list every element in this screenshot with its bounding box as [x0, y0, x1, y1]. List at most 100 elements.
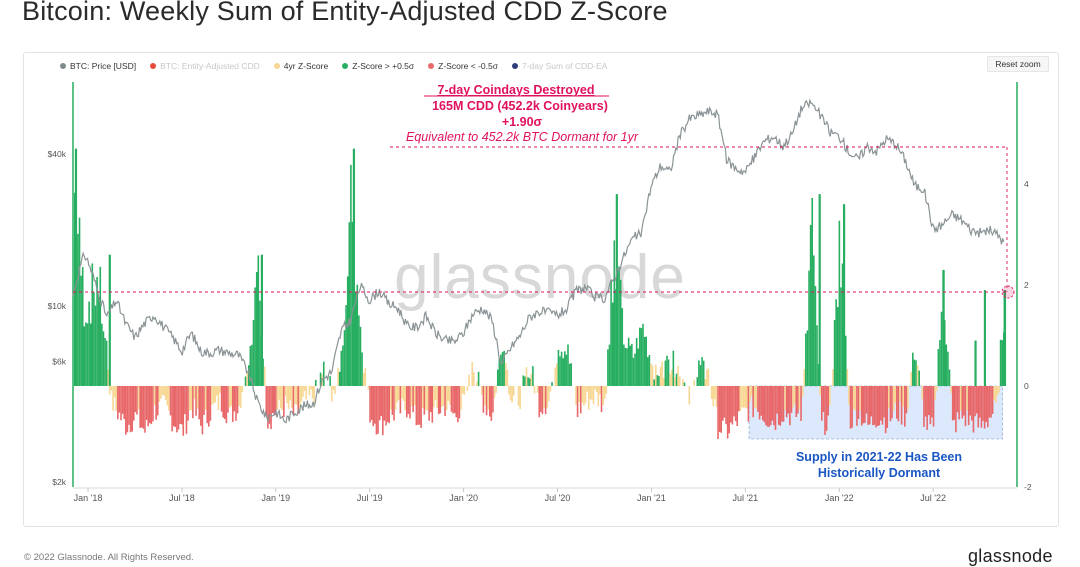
zscore-bar	[833, 320, 836, 386]
legend-item-5[interactable]: 7-day Sum of CDD-EA	[511, 61, 607, 71]
reset-zoom-button[interactable]: Reset zoom	[987, 56, 1049, 72]
zscore-bar	[249, 345, 252, 386]
zscore-bar	[93, 292, 95, 386]
zscore-bar	[268, 386, 271, 424]
zscore-bar	[492, 386, 494, 413]
zscore-bar	[477, 371, 480, 386]
zscore-bar	[840, 287, 842, 386]
zscore-bar	[662, 377, 665, 386]
zscore-bar	[431, 386, 434, 423]
zscore-bar	[329, 376, 331, 386]
legend-item-1[interactable]: BTC: Entity-Adjusted CDD	[150, 61, 260, 71]
zscore-bar	[500, 354, 502, 386]
zscore-bar	[931, 386, 933, 418]
zscore-bar	[463, 386, 466, 396]
zscore-bar	[714, 386, 716, 400]
footer-logo[interactable]: glassnode	[968, 546, 1053, 566]
annotation-dormant-2: Historically Dormant	[818, 466, 941, 480]
zscore-bar	[967, 386, 970, 426]
zscore-bar	[393, 386, 395, 421]
zscore-bar	[918, 370, 920, 386]
zscore-bar	[118, 386, 121, 413]
zscore-bar	[621, 308, 624, 386]
zscore-bar	[999, 339, 1002, 386]
zscore-bar	[374, 386, 376, 424]
x-tick-label: Jul '18	[169, 493, 195, 503]
zscore-bar	[481, 386, 483, 395]
zscore-bar	[452, 386, 454, 414]
zscore-bar	[356, 284, 359, 386]
y-left-tick-label: $40k	[48, 149, 67, 159]
zscore-bar	[666, 355, 668, 386]
zscore-bar	[345, 305, 347, 386]
zscore-bar	[484, 386, 486, 405]
zscore-bar	[664, 360, 667, 386]
zscore-bar	[265, 386, 268, 416]
zscore-bar	[145, 386, 148, 420]
zscore-bar	[983, 386, 986, 429]
zscore-bar	[511, 386, 513, 403]
y-right-tick-label: -2	[1024, 482, 1032, 492]
legend-item-4[interactable]: Z-Score < -0.5σ	[428, 61, 498, 71]
zscore-bar	[773, 386, 775, 426]
zscore-bar	[951, 386, 954, 421]
zscore-bar	[734, 386, 737, 422]
zscore-bar	[525, 367, 528, 386]
zscore-bar	[769, 386, 772, 426]
legend-item-3[interactable]: Z-Score > +0.5σ	[342, 61, 414, 71]
zscore-bar	[112, 386, 114, 411]
zscore-bar	[217, 386, 220, 410]
zscore-bar	[418, 386, 421, 425]
zscore-bar	[171, 386, 173, 432]
zscore-bar	[892, 386, 895, 411]
zscore-bar	[533, 386, 536, 394]
zscore-bar	[308, 386, 311, 396]
zscore-bar	[862, 386, 865, 424]
zscore-bar	[988, 386, 991, 418]
legend-item-0[interactable]: BTC: Price [USD]	[60, 61, 136, 71]
zscore-bar	[605, 386, 608, 394]
zscore-bar	[482, 386, 485, 413]
zscore-bar	[750, 386, 753, 396]
zscore-bar	[956, 386, 959, 413]
zscore-bar	[176, 386, 178, 433]
zscore-bar	[805, 333, 807, 386]
zscore-bar	[618, 266, 620, 386]
zscore-bar	[907, 386, 909, 410]
zscore-bar	[278, 386, 280, 400]
zscore-bar	[388, 386, 391, 424]
zscore-bar	[844, 335, 847, 386]
zscore-bar	[894, 386, 897, 404]
zscore-bar	[749, 386, 751, 402]
legend-item-2[interactable]: 4yr Z-Score	[273, 61, 328, 71]
zscore-bar	[102, 331, 105, 386]
zscore-bar	[270, 386, 272, 430]
zscore-bar	[168, 386, 170, 411]
zscore-bar	[670, 369, 673, 386]
zscore-bar	[83, 326, 86, 386]
zscore-bar	[974, 386, 976, 417]
zscore-bar	[787, 386, 790, 414]
zscore-bar	[109, 386, 111, 395]
zscore-bar	[129, 386, 132, 433]
zscore-bar	[912, 352, 914, 386]
zscore-bar	[950, 386, 952, 393]
zscore-spike-bar	[615, 194, 618, 386]
zscore-bar	[80, 275, 82, 386]
legend-dot-icon	[342, 63, 349, 69]
legend-dot-icon	[150, 63, 157, 69]
zscore-bar	[364, 367, 367, 386]
zscore-bar	[868, 386, 871, 425]
zscore-bar	[779, 386, 782, 426]
zscore-bar	[206, 386, 209, 424]
zscore-bar	[527, 377, 529, 386]
zscore-bar	[291, 386, 293, 408]
zscore-bar	[789, 386, 791, 426]
zscore-bar	[849, 386, 852, 429]
zscore-bar	[382, 386, 384, 436]
zscore-bar	[706, 369, 708, 386]
zscore-bar	[509, 386, 512, 401]
zscore-spike-bar	[352, 148, 356, 386]
zscore-bar	[488, 386, 491, 417]
